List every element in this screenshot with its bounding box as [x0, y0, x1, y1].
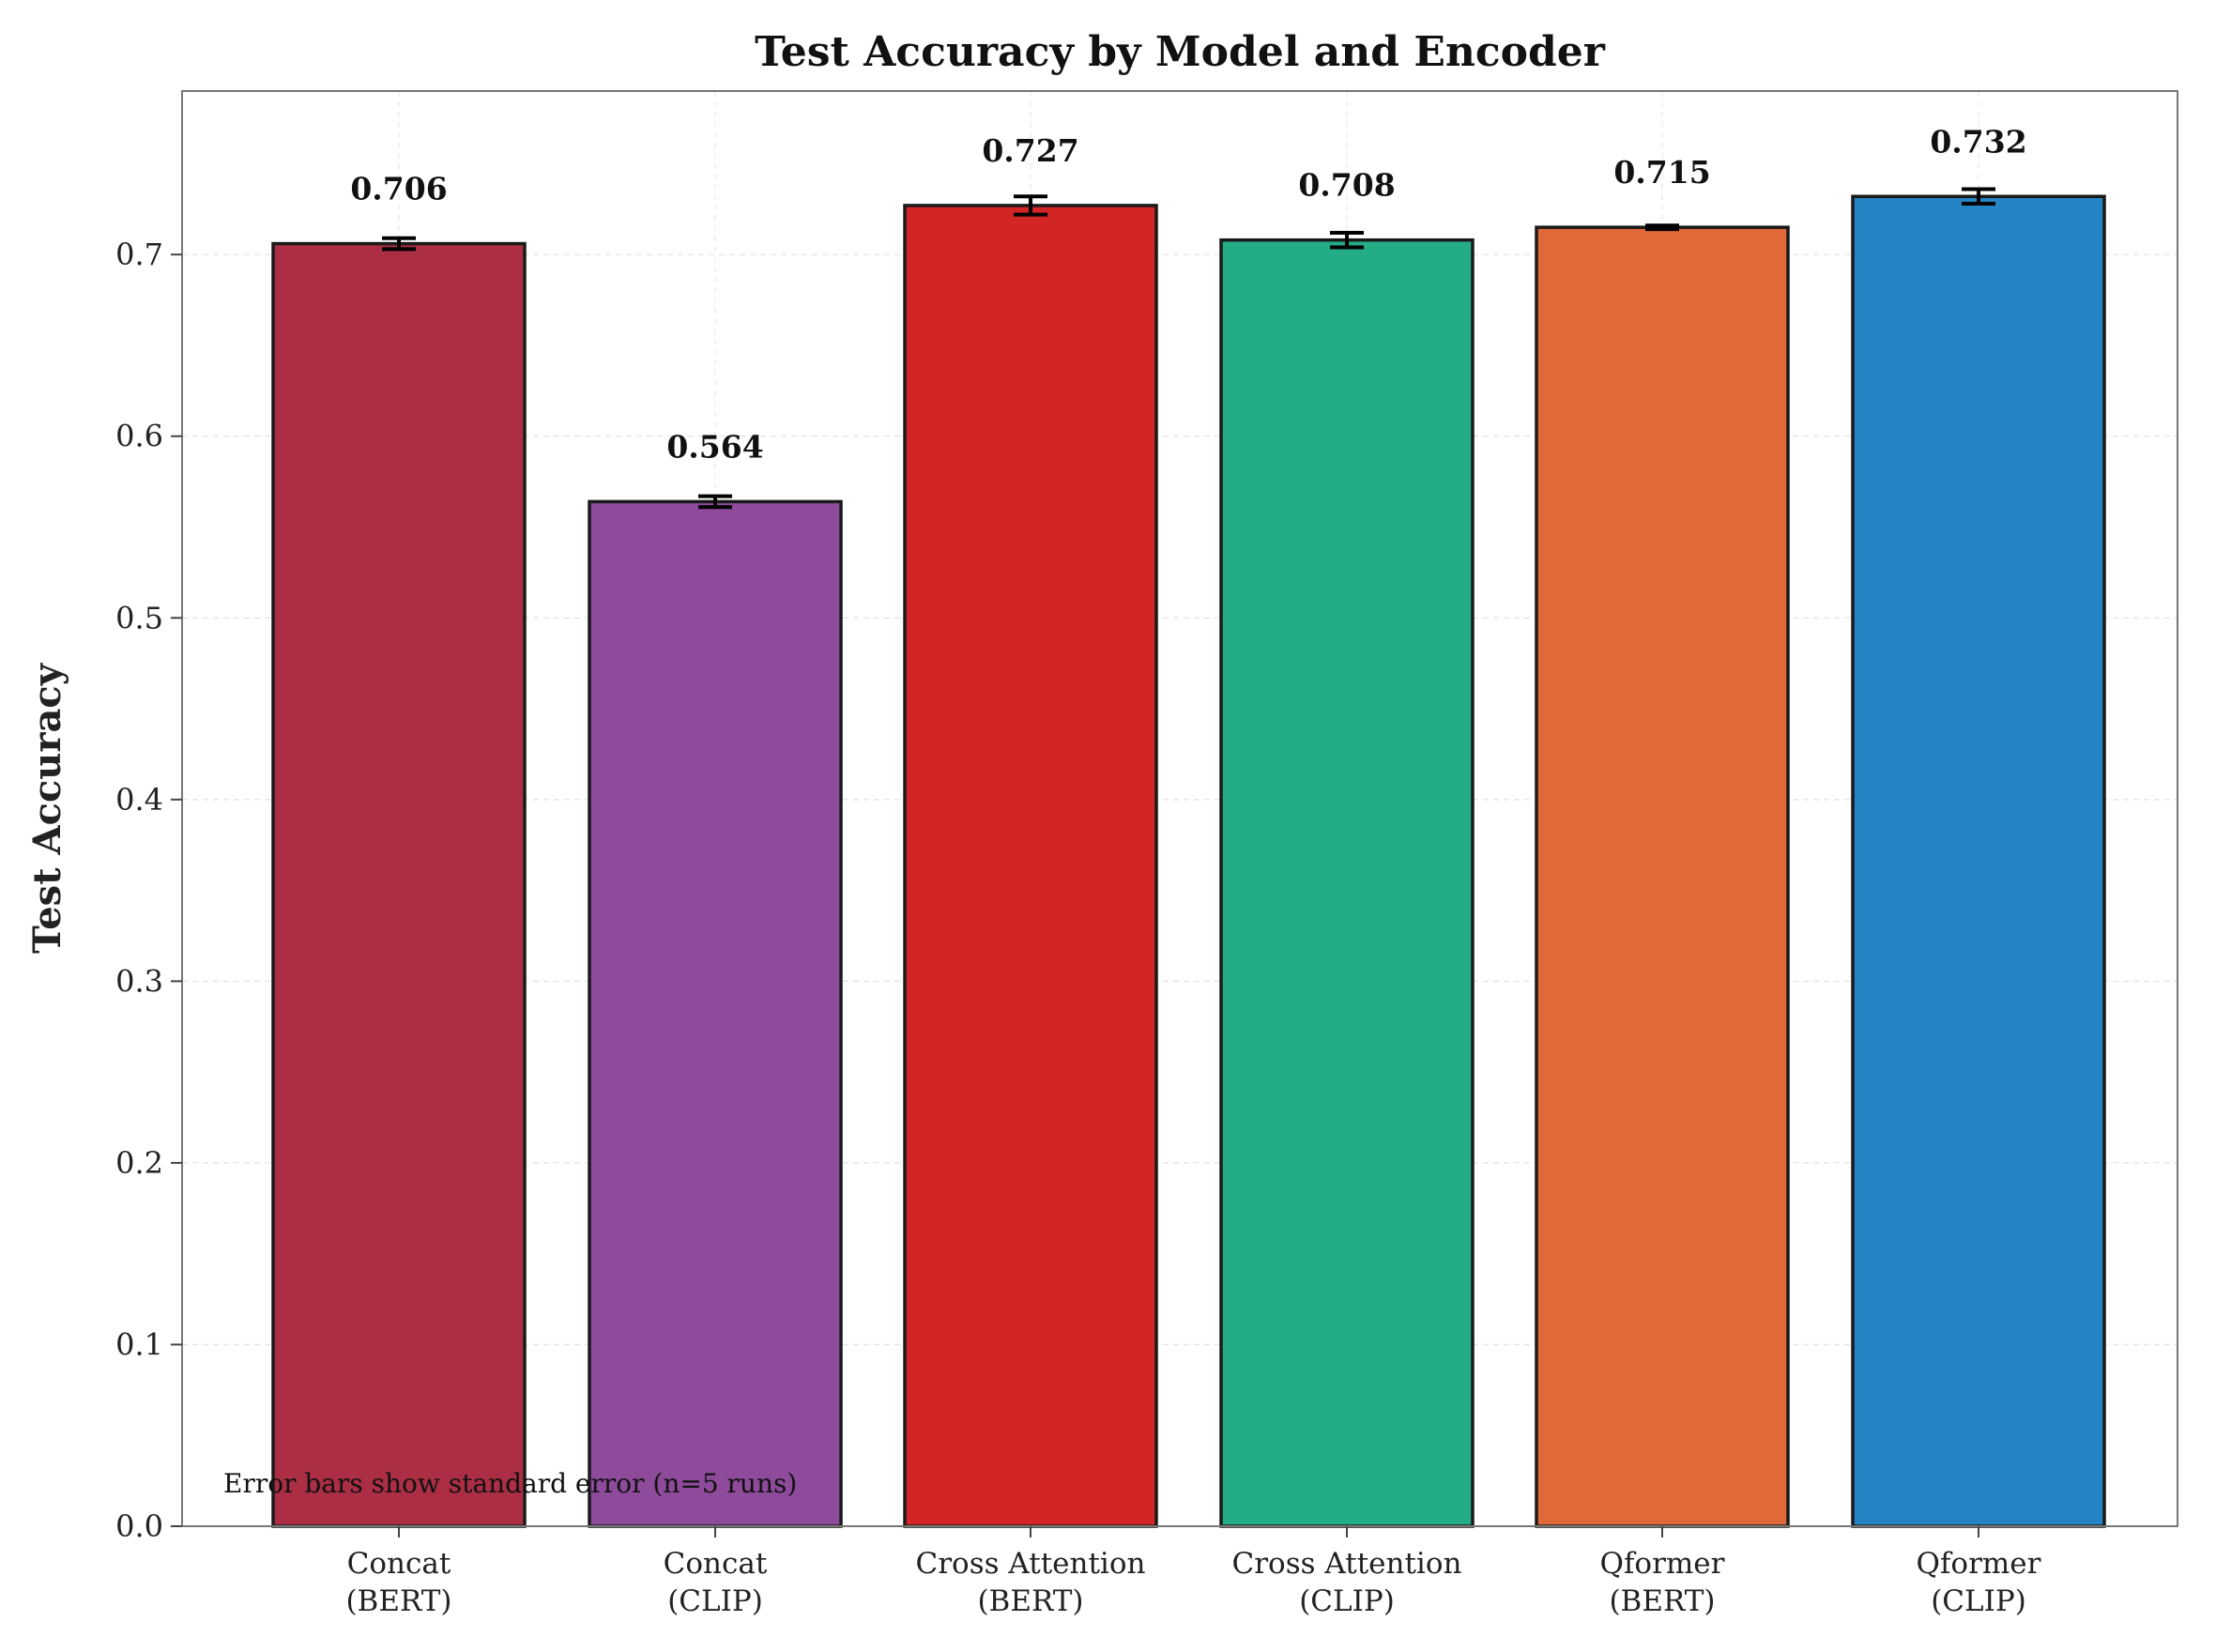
y-tick-label: 0.5 [115, 600, 163, 635]
y-tick-label: 0.2 [115, 1145, 163, 1181]
x-tick-label: Qformer [1917, 1547, 2041, 1581]
y-tick-label: 0.7 [115, 237, 163, 272]
value-label: 0.564 [666, 428, 763, 465]
plot-frame [181, 90, 2178, 1527]
bar [1535, 225, 1790, 1528]
x-tick-label: Concat [347, 1547, 451, 1581]
x-tick-label: (BERT) [1609, 1584, 1715, 1618]
bar [903, 204, 1158, 1528]
y-axis-label: Test Accuracy [25, 662, 69, 954]
y-tick-label: 0.1 [115, 1326, 163, 1362]
chart-title: Test Accuracy by Model and Encoder [755, 28, 1606, 76]
x-tick-label: (CLIP) [1299, 1584, 1395, 1618]
bar [588, 499, 843, 1528]
y-axis: 0.0 0.1 0.2 0.3 0.4 0.5 0.6 0.7 [115, 237, 182, 1544]
x-tick-label: (CLIP) [1931, 1584, 2026, 1618]
x-tick-label: Cross Attention [1232, 1547, 1462, 1581]
y-tick-label: 0.4 [115, 782, 163, 818]
bar [271, 241, 527, 1528]
x-tick-label: (BERT) [977, 1584, 1083, 1618]
x-tick-label: (BERT) [345, 1584, 451, 1618]
bars-layer [271, 194, 2106, 1528]
y-tick-label: 0.3 [115, 963, 163, 999]
bar [1851, 194, 2106, 1528]
value-labels-layer: 0.706 0.564 0.727 0.708 0.715 0.732 [350, 123, 2026, 465]
bar [1219, 237, 1475, 1528]
x-axis: Concat(BERT)Concat(CLIP)Cross Attention(… [345, 1526, 2041, 1618]
x-tick-label: Cross Attention [916, 1547, 1146, 1581]
error-bar-note: Error bars show standard error (n=5 runs… [223, 1468, 797, 1499]
value-label: 0.732 [1930, 123, 2026, 160]
value-label: 0.706 [350, 171, 447, 207]
x-tick-label: Qformer [1600, 1547, 1725, 1581]
x-tick-label: (CLIP) [667, 1584, 763, 1618]
value-label: 0.715 [1613, 154, 1710, 191]
value-label: 0.727 [982, 132, 1078, 169]
error-bars-layer [382, 187, 1995, 510]
value-label: 0.708 [1298, 167, 1395, 204]
x-tick-label: Concat [664, 1547, 768, 1581]
y-tick-label: 0.0 [115, 1508, 163, 1544]
y-tick-label: 0.6 [115, 419, 163, 454]
